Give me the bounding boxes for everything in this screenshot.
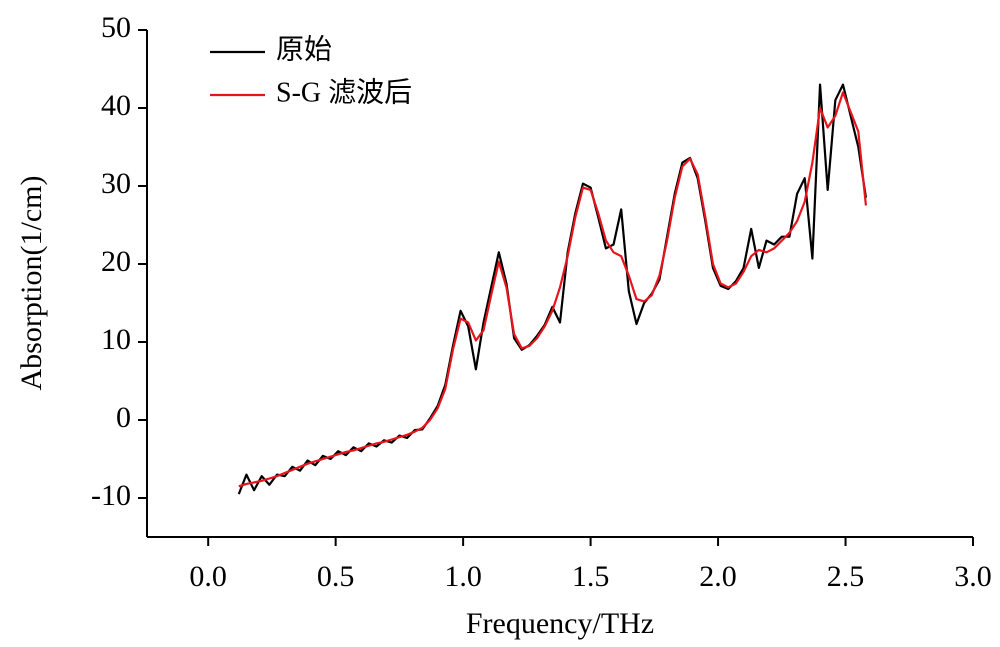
x-tick-label: 1.0 — [444, 560, 482, 593]
y-tick-label: -10 — [91, 479, 131, 512]
y-tick-label: 40 — [101, 89, 131, 122]
y-tick-label: 0 — [116, 401, 131, 434]
data-line — [238, 91, 868, 488]
y-tick-label: 10 — [101, 323, 131, 356]
x-tick-label: 0.0 — [189, 560, 227, 593]
data-line — [237, 83, 868, 495]
y-tick-label: 20 — [101, 245, 131, 278]
legend-label: 原始 — [276, 33, 332, 65]
x-tick-label: 1.5 — [572, 560, 610, 593]
y-tick-label: 50 — [101, 11, 131, 44]
legend-label: S-G 滤波后 — [276, 76, 412, 108]
y-tick-label: 30 — [101, 167, 131, 200]
y-axis-label: Absorption(1/cm) — [15, 176, 48, 391]
x-tick-label: 2.0 — [699, 560, 737, 593]
x-tick-label: 3.0 — [954, 560, 992, 593]
x-tick-label: 0.5 — [317, 560, 355, 593]
x-axis-label: Frequency/THz — [466, 607, 654, 640]
x-tick-label: 2.5 — [827, 560, 865, 593]
